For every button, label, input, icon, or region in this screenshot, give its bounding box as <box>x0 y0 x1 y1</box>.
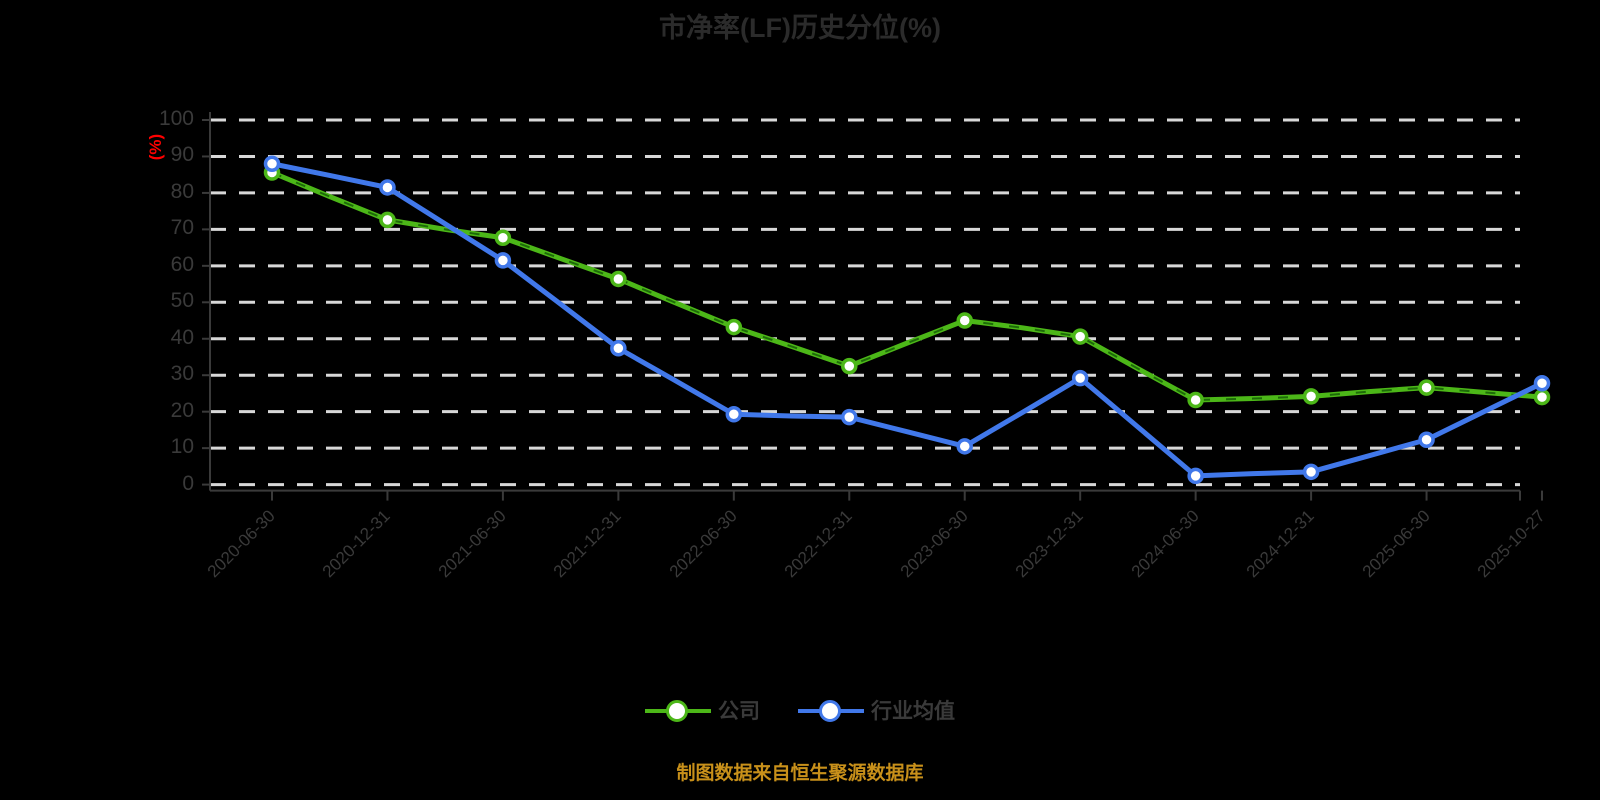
legend-marker-icon <box>645 700 711 722</box>
data-point-marker[interactable] <box>1302 463 1320 481</box>
data-point-marker[interactable] <box>263 155 281 173</box>
data-point-marker[interactable] <box>494 252 512 269</box>
y-tick-label: 0 <box>182 471 194 495</box>
data-point-marker[interactable] <box>1187 467 1204 485</box>
y-tick-label: 40 <box>170 325 194 349</box>
data-point-marker[interactable] <box>1533 374 1551 392</box>
data-point-marker[interactable] <box>1187 391 1204 409</box>
data-point-marker[interactable] <box>610 270 627 288</box>
y-tick-label: 70 <box>170 216 194 240</box>
source-footnote: 制图数据来自恒生聚源数据库 <box>676 763 924 784</box>
page-title: 市净率(LF)历史分位(%) <box>659 13 941 43</box>
legend-item-2[interactable]: 行业均值 <box>798 700 955 722</box>
x-tick-marks <box>271 490 1543 501</box>
legend-label: 行业均值 <box>871 699 955 723</box>
data-series-layer <box>263 155 1551 485</box>
y-tick-label: 30 <box>170 362 194 386</box>
data-point-marker[interactable] <box>1071 328 1089 345</box>
data-point-marker[interactable] <box>841 408 858 426</box>
data-point-marker[interactable] <box>956 438 973 455</box>
legend-marker-icon <box>798 700 864 722</box>
data-point-marker[interactable] <box>1418 431 1435 449</box>
series-line-1 <box>269 170 1545 403</box>
y-tick-label: 100 <box>158 107 194 130</box>
data-point-marker[interactable] <box>1071 369 1089 387</box>
y-tick-label: 20 <box>170 398 194 422</box>
y-tick-label: 10 <box>170 435 194 459</box>
y-tick-label: 60 <box>170 252 194 276</box>
data-point-marker[interactable] <box>1302 388 1320 405</box>
series-line-overlay-1 <box>271 171 1543 402</box>
data-point-marker[interactable] <box>494 229 512 247</box>
data-point-marker[interactable] <box>725 405 743 423</box>
y-tick-label: 80 <box>170 179 194 203</box>
series-line-2 <box>269 161 1545 479</box>
data-point-marker[interactable] <box>725 318 743 336</box>
data-point-marker[interactable] <box>841 357 858 375</box>
data-point-marker[interactable] <box>379 211 396 229</box>
y-tick-label: 90 <box>170 143 194 167</box>
y-tick-label: 50 <box>170 289 194 313</box>
chart-legend: 公司 行业均值 <box>0 700 1600 722</box>
data-point-marker[interactable] <box>610 339 627 357</box>
legend-item-1[interactable]: 公司 <box>645 700 760 722</box>
y-tick-marks <box>202 119 210 486</box>
legend-label: 公司 <box>718 699 760 723</box>
data-point-marker[interactable] <box>379 179 396 196</box>
data-point-marker[interactable] <box>1533 388 1551 406</box>
gridlines <box>210 118 1520 487</box>
data-point-marker[interactable] <box>1418 379 1435 396</box>
data-point-marker[interactable] <box>956 312 973 329</box>
